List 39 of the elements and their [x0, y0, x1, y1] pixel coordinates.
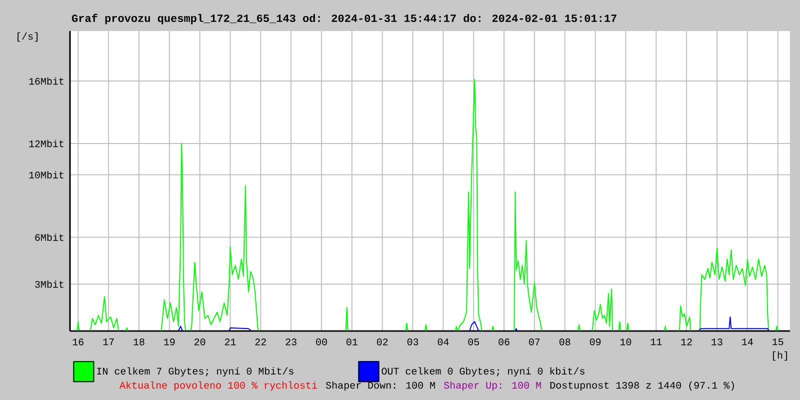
x-tick-label: 16 — [72, 338, 84, 346]
x-tick-label: 23 — [286, 338, 296, 346]
legend-label: IN celkem 7 Gbytes; nyní 0 Mbit/s — [97, 367, 294, 377]
y-tick-label: 3Mbit — [35, 280, 64, 288]
x-tick-label: 20 — [194, 338, 206, 346]
text: Shaper Down: 100 M — [326, 381, 435, 391]
x-tick-label: 14 — [742, 338, 753, 346]
x-tick-label: 03 — [407, 338, 418, 346]
y-tick-label: 10Mbit — [29, 171, 64, 178]
x-tick-label: 05 — [468, 338, 479, 346]
x-tick-label: 21 — [224, 338, 236, 346]
x-tick-label: 06 — [498, 338, 510, 346]
x-tick-label: 08 — [559, 338, 570, 346]
y-tick-label: 12Mbit — [29, 140, 64, 148]
y-axis-title: [/s] — [18, 32, 38, 42]
chart-title: Graf provozu quesmpl_172_21_65_143 od: 2024-01-31 15:44:17 do: 2024-02-01 15:01:17 — [72, 14, 616, 24]
line-series — [70, 316, 778, 331]
x-tick-label: 04 — [438, 338, 449, 346]
text: Shaper Up: 100 M — [444, 381, 541, 391]
x-tick-label: 11 — [650, 338, 662, 346]
x-tick-label: 15 — [772, 338, 784, 346]
x-tick-label: 02 — [376, 338, 388, 346]
x-tick-label: 00 — [316, 338, 327, 346]
x-axis-title: [h] — [773, 351, 788, 361]
x-tick-label: 17 — [103, 338, 114, 346]
text: Aktualne povoleno 100 % rychlosti — [120, 381, 318, 391]
x-tick-label: 07 — [529, 338, 540, 346]
x-tick-label: 13 — [712, 338, 722, 346]
x-tick-label: 19 — [164, 338, 175, 346]
x-tick-label: 01 — [346, 338, 358, 346]
x-tick-label: 10 — [620, 338, 632, 346]
text: Dostupnost 1398 z 1440 (97.1 %) — [550, 381, 734, 391]
x-tick-label: 09 — [590, 338, 601, 346]
y-tick-label: 6Mbit — [35, 234, 64, 241]
y-tick-label: 16Mbit — [29, 77, 64, 85]
x-tick-label: 22 — [255, 338, 266, 346]
x-tick-label: 18 — [134, 338, 144, 346]
legend-label: OUT celkem 0 Gbytes; nyní 0 kbit/s — [382, 367, 584, 377]
x-tick-label: 12 — [681, 338, 692, 346]
